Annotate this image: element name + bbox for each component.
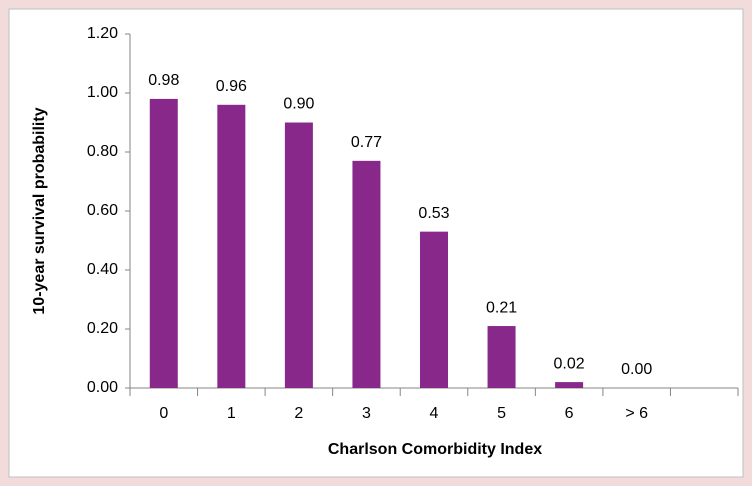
data-label: 0.98 bbox=[148, 72, 179, 89]
data-label: 0.77 bbox=[351, 134, 382, 151]
y-tick-label: 1.00 bbox=[87, 84, 118, 101]
data-label: 0.53 bbox=[418, 205, 449, 222]
x-tick-label: 2 bbox=[294, 405, 303, 422]
bar bbox=[217, 104, 246, 389]
data-label: 0.96 bbox=[216, 78, 247, 95]
x-tick-label: 4 bbox=[430, 405, 439, 422]
bar bbox=[149, 98, 178, 389]
data-label: 0.90 bbox=[283, 96, 314, 113]
y-tick-label: 1.20 bbox=[87, 25, 118, 42]
x-axis-title: Charlson Comorbidity Index bbox=[328, 441, 542, 458]
bar bbox=[352, 160, 381, 388]
x-tick-label: 0 bbox=[159, 405, 168, 422]
y-tick-label: 0.40 bbox=[87, 261, 118, 278]
data-label: 0.00 bbox=[621, 361, 652, 378]
bar bbox=[284, 122, 313, 388]
bar bbox=[487, 326, 516, 388]
x-tick-label: > 6 bbox=[625, 405, 648, 422]
bar bbox=[420, 231, 448, 388]
y-tick-label: 0.60 bbox=[87, 202, 118, 219]
y-axis-title: 10-year survival probability bbox=[31, 107, 48, 314]
x-tick-label: 3 bbox=[362, 405, 371, 422]
x-tick-label: 6 bbox=[565, 405, 574, 422]
x-tick-label: 5 bbox=[497, 405, 506, 422]
data-label: 0.21 bbox=[486, 299, 517, 316]
y-tick-label: 0.20 bbox=[87, 320, 118, 337]
x-tick-label: 1 bbox=[227, 405, 236, 422]
y-tick-label: 0.80 bbox=[87, 143, 118, 160]
y-tick-label: 0.00 bbox=[87, 379, 118, 396]
data-label: 0.02 bbox=[554, 355, 585, 372]
bar bbox=[555, 382, 584, 388]
